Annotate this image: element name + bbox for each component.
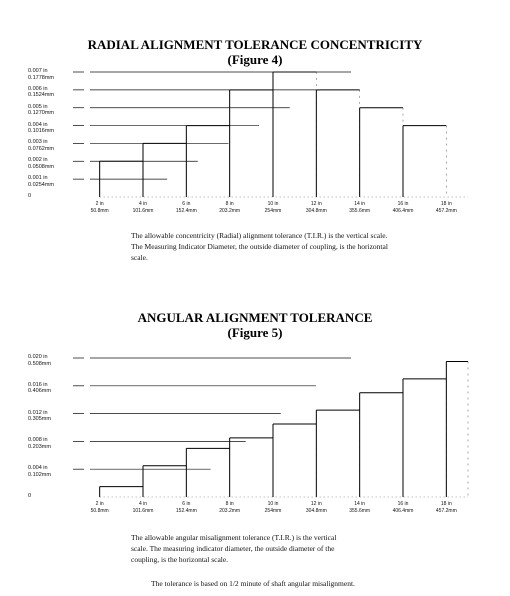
figure5-plot: [73, 357, 469, 498]
y-tick-label: 0.008 in 0.203mm: [28, 437, 51, 450]
figure5-caption-line: The allowable angular misalignment toler…: [131, 533, 337, 542]
x-tick-label: 8 in 203.2mm: [219, 201, 241, 214]
x-tick-label: 18 in 457.2mm: [435, 201, 457, 214]
figure4-caption-line: scale.: [131, 253, 148, 262]
figure5-note: The tolerance is based on 1/2 minute of …: [151, 579, 355, 588]
x-tick-label: 10 in 254mm: [264, 501, 282, 514]
x-tick-label: 8 in 203.2mm: [219, 501, 241, 514]
figure4-plot: [73, 71, 468, 198]
x-tick-label: 16 in 406.4mm: [392, 501, 414, 514]
y-tick-label: 0.003 in 0.0762mm: [28, 139, 54, 152]
y-tick-label: 0.002 in 0.0508mm: [28, 157, 54, 170]
x-tick-label: 6 in 152.4mm: [175, 501, 197, 514]
y-tick-label: 0: [28, 493, 32, 499]
figure4-caption-line: The allowable concentricity (Radial) ali…: [131, 231, 388, 240]
x-tick-label: 2 in 50.8mm: [90, 201, 109, 214]
figure5-title: ANGULAR ALIGNMENT TOLERANCE: [137, 310, 373, 325]
x-tick-label: 6 in 152.4mm: [175, 201, 197, 214]
y-tick-label: 0.004 in 0.102mm: [28, 465, 51, 478]
figure5-caption-line: scale. The measuring indicator diameter,…: [131, 544, 335, 553]
figure4-caption: The allowable concentricity (Radial) ali…: [131, 230, 471, 263]
figure5-caption: The allowable angular misalignment toler…: [131, 532, 431, 565]
figure4-caption-line: The Measuring Indicator Diameter, the ou…: [131, 242, 388, 251]
x-tick-label: 12 in 304.8mm: [305, 501, 327, 514]
y-tick-label: 0.004 in 0.1016mm: [28, 121, 54, 135]
x-tick-label: 10 in 254mm: [264, 201, 282, 214]
figure5-caption-line: coupling, is the horizontal scale.: [131, 555, 229, 564]
x-tick-label: 14 in 355.6mm: [349, 201, 371, 214]
figure4-title: RADIAL ALIGNMENT TOLERANCE CONCENTRICITY: [87, 37, 423, 52]
y-tick-label: 0: [28, 193, 32, 199]
x-tick-label: 14 in 355.6mm: [349, 501, 371, 514]
y-tick-label: 0.001 in 0.0254mm: [28, 175, 54, 188]
y-tick-label: 0.012 in 0.305mm: [28, 409, 51, 423]
y-tick-label: 0.016 in 0.406mm: [28, 381, 51, 395]
y-tick-label: 0.006 in 0.1524mm: [28, 85, 54, 99]
figure4-subtitle: (Figure 4): [227, 52, 283, 67]
x-tick-label: 16 in 406.4mm: [392, 201, 414, 214]
y-tick-label: 0.020 in 0.508mm: [28, 354, 51, 367]
figure5-subtitle: (Figure 5): [227, 325, 283, 340]
x-tick-label: 4 in 101.6mm: [132, 201, 154, 214]
x-tick-label: 18 in 457.2mm: [435, 501, 457, 514]
y-tick-label: 0.007 in 0.1778mm: [28, 68, 54, 81]
y-tick-label: 0.005 in 0.1270mm: [28, 103, 54, 117]
x-tick-label: 12 in 304.8mm: [305, 201, 327, 214]
x-tick-label: 2 in 50.8mm: [90, 501, 109, 514]
x-tick-label: 4 in 101.6mm: [132, 501, 154, 514]
